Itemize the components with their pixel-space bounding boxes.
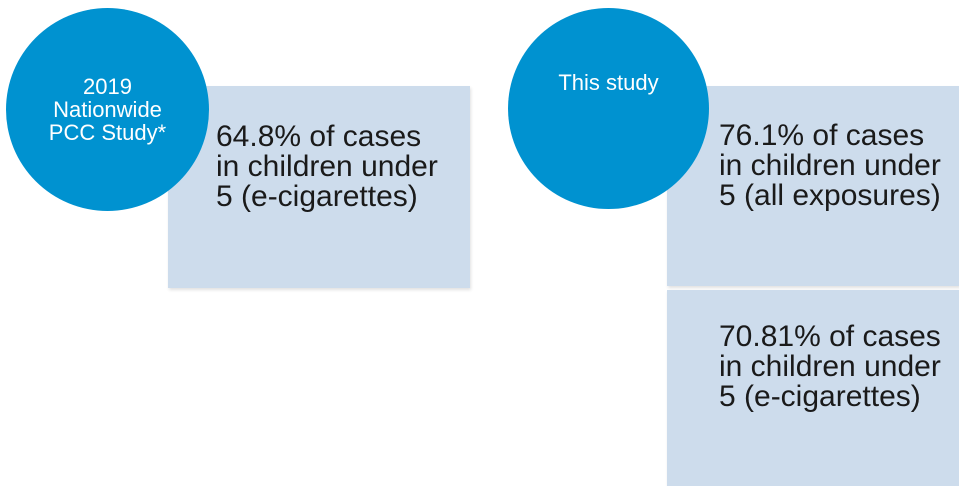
label-circle-this-study: This study [508, 8, 709, 209]
stat-text-e-cigarettes: 70.81% of cases in children under 5 (e-c… [719, 320, 941, 413]
stat-box-all-exposures: 76.1% of cases in children under 5 (all … [667, 86, 959, 286]
circle-label-this-study: This study [558, 70, 659, 95]
circle-label-nationwide: 2019 Nationwide PCC Study* [48, 74, 167, 145]
stat-box-nationwide: 64.8% of cases in children under 5 (e-ci… [168, 86, 470, 288]
stat-text-all-exposures: 76.1% of cases in children under 5 (all … [719, 119, 941, 212]
stat-text-nationwide: 64.8% of cases in children under 5 (e-ci… [216, 120, 438, 213]
label-circle-nationwide: 2019 Nationwide PCC Study* [6, 8, 209, 211]
stat-box-e-cigarettes: 70.81% of cases in children under 5 (e-c… [667, 290, 959, 486]
